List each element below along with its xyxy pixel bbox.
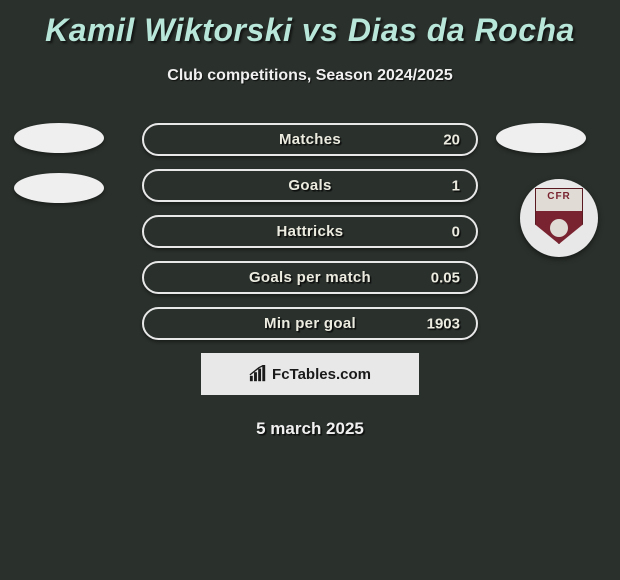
stat-bar-min-per-goal: Min per goal 1903 [142, 307, 478, 340]
comparison-panel: CFR Matches 20 Goals 1 Hattricks 0 Goals… [0, 123, 620, 439]
brand-box[interactable]: FcTables.com [201, 353, 419, 395]
bar-chart-icon [249, 365, 267, 383]
date-text: 5 march 2025 [0, 419, 620, 439]
brand-text: FcTables.com [272, 366, 371, 383]
crest-shield-icon: CFR [535, 188, 583, 248]
stat-label: Min per goal [264, 315, 356, 332]
stat-bar-goals-per-match: Goals per match 0.05 [142, 261, 478, 294]
stat-label: Matches [279, 131, 341, 148]
stat-value: 1903 [427, 315, 460, 332]
left-player-chip-2 [14, 173, 104, 203]
crest-text: CFR [536, 191, 582, 202]
subtitle: Club competitions, Season 2024/2025 [0, 67, 620, 85]
stat-label: Goals per match [249, 269, 371, 286]
stat-label: Hattricks [277, 223, 344, 240]
left-player-chip-1 [14, 123, 104, 153]
stat-label: Goals [288, 177, 331, 194]
right-player-chip [496, 123, 586, 153]
stat-value: 1 [452, 177, 460, 194]
stat-value: 0.05 [431, 269, 460, 286]
stat-bar-goals: Goals 1 [142, 169, 478, 202]
stat-value: 0 [452, 223, 460, 240]
stat-bar-matches: Matches 20 [142, 123, 478, 156]
page-title: Kamil Wiktorski vs Dias da Rocha [0, 0, 620, 49]
stat-bars: Matches 20 Goals 1 Hattricks 0 Goals per… [142, 123, 478, 340]
club-crest: CFR [520, 179, 598, 257]
stat-value: 20 [443, 131, 460, 148]
stat-bar-hattricks: Hattricks 0 [142, 215, 478, 248]
